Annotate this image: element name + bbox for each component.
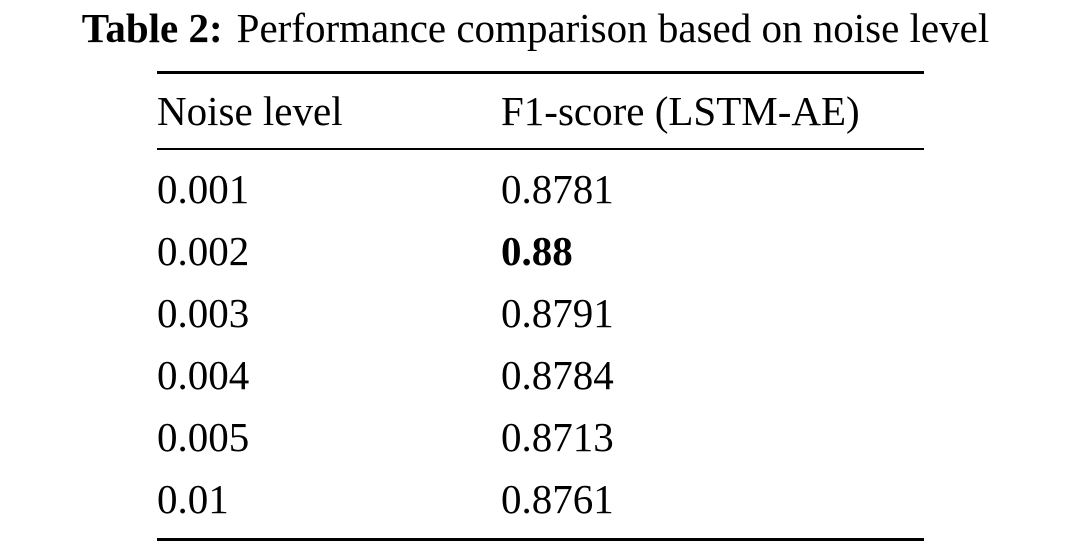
cell-f1-score: 0.8761 [501,476,614,522]
header-noise-level: Noise level [157,88,343,134]
table-body: 0.001 0.8781 0.002 0.88 0.003 0.8791 0.0… [157,149,924,540]
cell-f1-score: 0.8784 [501,352,614,398]
table-row: 0.004 0.8784 [157,344,924,406]
cell-noise-level: 0.003 [157,290,250,336]
cell-noise-level: 0.004 [157,352,250,398]
noise-level-table: Noise level F1-score (LSTM-AE) 0.001 0.8… [157,71,924,541]
table-caption-label: Table 2: [81,5,223,51]
header-f1-score: F1-score (LSTM-AE) [501,88,860,134]
cell-f1-score: 0.8781 [501,166,614,212]
table-row: 0.003 0.8791 [157,282,924,344]
cell-noise-level: 0.001 [157,166,250,212]
cell-f1-score: 0.8791 [501,290,614,336]
table-header: Noise level F1-score (LSTM-AE) [157,72,924,149]
cell-noise-level: 0.005 [157,414,250,460]
cell-noise-level: 0.01 [157,476,229,522]
cell-f1-score-best: 0.88 [501,228,573,274]
table-caption: Table 2: Performance comparison based on … [0,4,1071,52]
cell-noise-level: 0.002 [157,228,250,274]
table-caption-text: Performance comparison based on noise le… [236,5,990,51]
cell-f1-score: 0.8713 [501,414,614,460]
table-row: 0.001 0.8781 [157,149,924,220]
table-row: 0.002 0.88 [157,220,924,282]
table-row: 0.01 0.8761 [157,468,924,540]
table-row: 0.005 0.8713 [157,406,924,468]
table-header-row: Noise level F1-score (LSTM-AE) [157,72,924,149]
